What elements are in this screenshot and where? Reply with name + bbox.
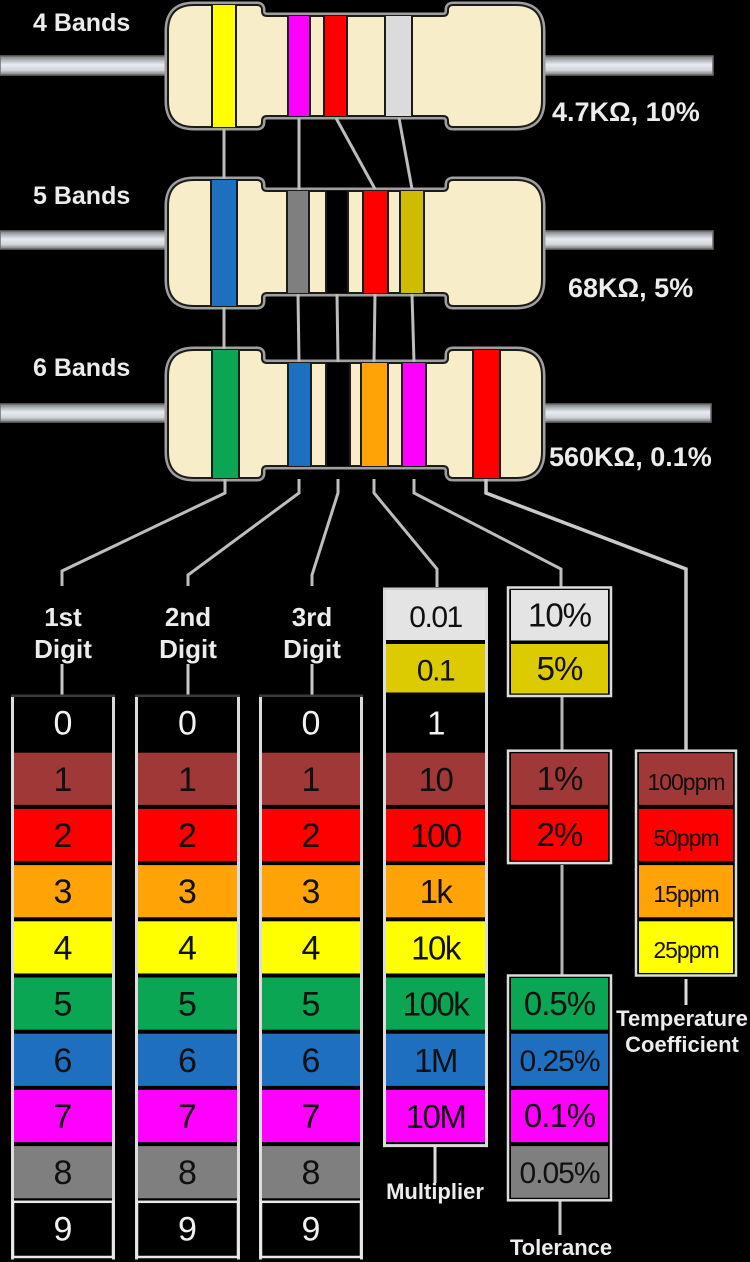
svg-text:Digit: Digit: [34, 634, 92, 664]
svg-text:10M: 10M: [406, 1098, 466, 1135]
svg-text:0.1: 0.1: [417, 654, 455, 687]
svg-text:8: 8: [302, 1154, 321, 1192]
svg-text:4 Bands: 4 Bands: [33, 9, 130, 37]
svg-text:Digit: Digit: [283, 634, 341, 664]
svg-text:0: 0: [54, 705, 73, 743]
svg-text:0.25%: 0.25%: [519, 1045, 599, 1078]
svg-text:25ppm: 25ppm: [653, 937, 718, 963]
svg-text:0.5%: 0.5%: [524, 985, 596, 1022]
svg-text:0: 0: [178, 705, 197, 743]
svg-text:0.01: 0.01: [409, 601, 462, 634]
svg-text:50ppm: 50ppm: [653, 825, 718, 851]
svg-text:0.05%: 0.05%: [519, 1157, 599, 1190]
svg-text:0.1%: 0.1%: [524, 1097, 596, 1134]
svg-text:8: 8: [178, 1154, 197, 1192]
svg-text:6: 6: [302, 1042, 321, 1080]
svg-text:4: 4: [54, 929, 73, 967]
svg-text:100k: 100k: [403, 986, 471, 1023]
svg-text:4: 4: [302, 929, 321, 967]
svg-text:Multiplier: Multiplier: [386, 1179, 484, 1204]
svg-text:1%: 1%: [537, 760, 583, 797]
svg-text:15ppm: 15ppm: [653, 881, 718, 907]
svg-text:2: 2: [178, 817, 197, 855]
svg-text:2: 2: [54, 817, 73, 855]
svg-text:7: 7: [54, 1098, 73, 1136]
svg-text:9: 9: [178, 1210, 197, 1248]
svg-text:1: 1: [302, 761, 321, 799]
svg-text:6: 6: [178, 1042, 197, 1080]
svg-text:4: 4: [178, 929, 197, 967]
svg-text:3: 3: [178, 873, 197, 911]
svg-text:8: 8: [54, 1154, 73, 1192]
svg-text:2nd: 2nd: [165, 602, 211, 632]
svg-text:560KΩ, 0.1%: 560KΩ, 0.1%: [549, 442, 712, 472]
svg-text:5: 5: [302, 986, 321, 1024]
svg-text:10: 10: [419, 761, 454, 798]
svg-text:7: 7: [302, 1098, 321, 1136]
svg-text:1: 1: [178, 761, 197, 799]
svg-text:1k: 1k: [420, 873, 454, 910]
svg-text:1: 1: [54, 761, 73, 799]
svg-text:68KΩ, 5%: 68KΩ, 5%: [568, 273, 693, 303]
svg-text:Tolerance: Tolerance: [510, 1235, 612, 1260]
svg-text:1: 1: [427, 705, 444, 742]
svg-text:10k: 10k: [411, 929, 462, 966]
svg-text:100ppm: 100ppm: [647, 769, 724, 795]
svg-text:2%: 2%: [537, 816, 583, 853]
svg-text:5: 5: [178, 986, 197, 1024]
svg-text:7: 7: [178, 1098, 197, 1136]
svg-text:1M: 1M: [414, 1042, 457, 1079]
svg-text:Coefficient: Coefficient: [625, 1032, 739, 1057]
svg-text:4.7KΩ, 10%: 4.7KΩ, 10%: [552, 97, 700, 127]
svg-text:10%: 10%: [528, 596, 592, 633]
svg-text:9: 9: [54, 1210, 73, 1248]
svg-text:5: 5: [54, 986, 73, 1024]
svg-text:1st: 1st: [44, 602, 82, 632]
svg-text:Digit: Digit: [159, 634, 217, 664]
svg-text:3: 3: [54, 873, 73, 911]
svg-text:Temperature: Temperature: [616, 1006, 748, 1031]
svg-text:6 Bands: 6 Bands: [33, 354, 130, 382]
svg-text:3rd: 3rd: [292, 602, 332, 632]
svg-text:3: 3: [302, 873, 321, 911]
svg-text:5 Bands: 5 Bands: [33, 182, 130, 210]
svg-text:6: 6: [54, 1042, 73, 1080]
svg-text:2: 2: [302, 817, 321, 855]
svg-text:5%: 5%: [537, 650, 583, 687]
svg-text:9: 9: [302, 1210, 321, 1248]
svg-text:100: 100: [410, 817, 462, 854]
svg-text:0: 0: [302, 705, 321, 743]
